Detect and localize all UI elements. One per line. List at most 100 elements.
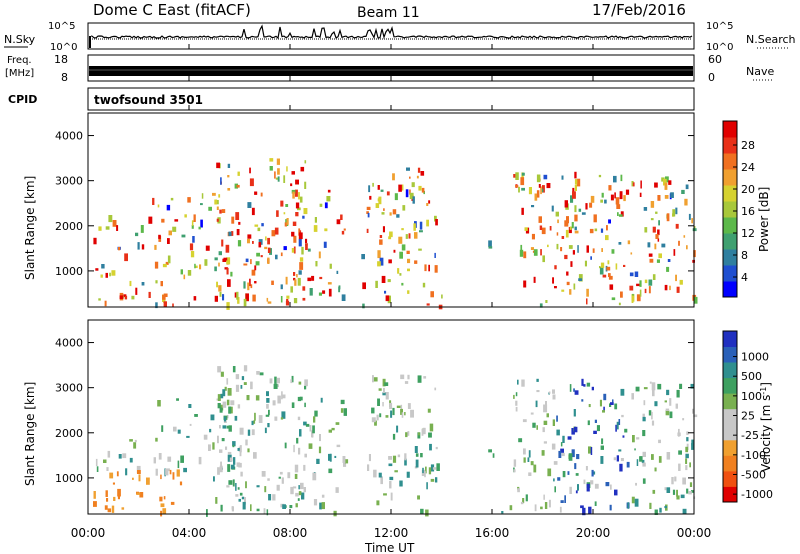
heatmap-cell bbox=[231, 231, 234, 236]
heatmap-cell bbox=[672, 209, 676, 217]
heatmap-cell bbox=[528, 450, 531, 458]
heatmap-cell bbox=[658, 253, 662, 259]
heatmap-cell bbox=[392, 209, 397, 215]
velocity-y-axis-label: Slant Range [km] bbox=[23, 382, 37, 486]
heatmap-cell bbox=[245, 481, 247, 489]
heatmap-cell bbox=[518, 438, 523, 443]
heatmap-cell bbox=[212, 192, 216, 196]
heatmap-cell bbox=[184, 214, 187, 218]
heatmap-cell bbox=[577, 245, 579, 253]
heatmap-cell bbox=[267, 478, 270, 481]
heatmap-cell bbox=[135, 232, 139, 237]
power-cbar-tick-label: 16 bbox=[741, 205, 755, 218]
heatmap-cell bbox=[601, 248, 603, 252]
heatmap-cell bbox=[318, 446, 322, 454]
heatmap-cell bbox=[237, 171, 240, 176]
power-y-tick-label: 2000 bbox=[55, 220, 83, 233]
heatmap-cell bbox=[131, 295, 135, 300]
heatmap-cell bbox=[539, 225, 543, 230]
heatmap-cell bbox=[405, 234, 408, 239]
heatmap-cell bbox=[428, 200, 431, 204]
heatmap-cell bbox=[426, 303, 430, 306]
heatmap-cell bbox=[342, 456, 346, 463]
heatmap-cell bbox=[343, 228, 346, 231]
heatmap-cell bbox=[399, 480, 403, 487]
heatmap-cell bbox=[135, 287, 138, 295]
heatmap-cell bbox=[619, 463, 623, 472]
heatmap-cell bbox=[298, 270, 302, 275]
heatmap-cell bbox=[103, 459, 107, 463]
heatmap-cell bbox=[384, 290, 387, 294]
heatmap-cell bbox=[685, 465, 688, 471]
heatmap-cell bbox=[420, 453, 423, 458]
heatmap-cell bbox=[148, 216, 153, 224]
heatmap-cell bbox=[289, 505, 293, 509]
heatmap-cell bbox=[295, 492, 299, 497]
heatmap-cell bbox=[116, 225, 119, 231]
heatmap-cell bbox=[267, 301, 272, 304]
heatmap-cell bbox=[169, 469, 172, 475]
heatmap-cell bbox=[428, 432, 432, 438]
heatmap-cell bbox=[268, 494, 272, 501]
heatmap-cell bbox=[189, 423, 192, 426]
heatmap-cell bbox=[427, 408, 431, 413]
heatmap-cell bbox=[540, 249, 542, 256]
heatmap-cell bbox=[309, 288, 313, 296]
heatmap-cell bbox=[654, 467, 657, 472]
heatmap-cell bbox=[564, 220, 569, 227]
heatmap-cell bbox=[652, 274, 656, 280]
heatmap-cell bbox=[223, 416, 226, 422]
heatmap-cell bbox=[676, 489, 678, 497]
heatmap-cell bbox=[574, 226, 577, 231]
heatmap-cell bbox=[217, 435, 219, 444]
heatmap-cell bbox=[569, 384, 572, 392]
heatmap-cell bbox=[298, 447, 301, 455]
heatmap-cell bbox=[193, 214, 196, 222]
heatmap-cell bbox=[411, 410, 414, 417]
heatmap-cell bbox=[219, 209, 222, 214]
heatmap-cell bbox=[203, 434, 208, 440]
heatmap-cell bbox=[691, 443, 695, 450]
heatmap-cell bbox=[601, 192, 604, 198]
heatmap-cell bbox=[632, 293, 634, 296]
heatmap-cell bbox=[383, 208, 385, 211]
heatmap-cell bbox=[665, 408, 670, 411]
heatmap-cell bbox=[299, 429, 302, 437]
heatmap-cell bbox=[577, 484, 579, 491]
heatmap-cell bbox=[261, 223, 264, 227]
heatmap-cell bbox=[388, 259, 392, 264]
velocity-cbar-tick-label: -1000 bbox=[741, 488, 773, 501]
heatmap-cell bbox=[573, 409, 576, 417]
heatmap-cell bbox=[373, 469, 377, 478]
heatmap-cell bbox=[319, 276, 323, 280]
heatmap-cell bbox=[605, 482, 610, 487]
heatmap-cell bbox=[318, 251, 321, 259]
heatmap-cell bbox=[129, 280, 132, 287]
heatmap-cell bbox=[561, 289, 565, 292]
heatmap-cell bbox=[123, 294, 127, 298]
heatmap-cell bbox=[600, 228, 604, 233]
heatmap-cell bbox=[693, 296, 698, 304]
heatmap-cell bbox=[266, 398, 270, 403]
heatmap-cell bbox=[295, 212, 299, 217]
colorbar-swatch bbox=[723, 185, 737, 202]
heatmap-cell bbox=[668, 180, 672, 185]
heatmap-cell bbox=[586, 298, 588, 305]
heatmap-cell bbox=[606, 266, 611, 271]
power-cbar-tick-label: 4 bbox=[741, 271, 748, 284]
heatmap-cell bbox=[624, 428, 628, 433]
heatmap-cell bbox=[573, 426, 578, 433]
heatmap-cell bbox=[285, 204, 289, 207]
heatmap-cell bbox=[176, 469, 180, 477]
heatmap-cell bbox=[634, 448, 636, 451]
heatmap-cell bbox=[186, 435, 190, 438]
heatmap-cell bbox=[273, 383, 278, 389]
heatmap-cell bbox=[536, 390, 540, 393]
heatmap-cell bbox=[613, 457, 617, 461]
heatmap-cell bbox=[276, 210, 279, 217]
heatmap-cell bbox=[606, 225, 608, 231]
heatmap-cell bbox=[599, 266, 604, 275]
heatmap-cell bbox=[607, 260, 610, 265]
power-y-axis-label: Slant Range [km] bbox=[23, 176, 37, 280]
